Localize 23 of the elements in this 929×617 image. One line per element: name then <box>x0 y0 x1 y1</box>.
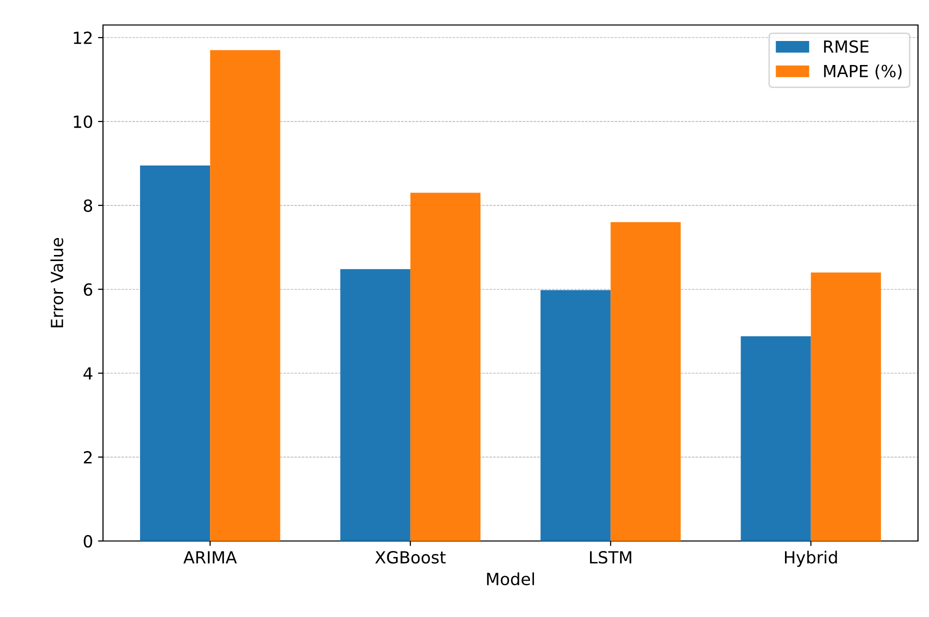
y-tick-label: 10 <box>74 115 92 128</box>
x-tick-label: ARIMA <box>183 551 237 564</box>
bar <box>140 166 210 541</box>
y-tick-label: 6 <box>84 283 92 296</box>
legend-label: MAPE (%) <box>824 64 902 80</box>
bar <box>340 269 410 541</box>
y-tick-label: 12 <box>74 32 92 44</box>
y-tick-label: 4 <box>83 367 92 380</box>
y-tick-label: 0 <box>84 534 92 548</box>
bar <box>810 272 881 541</box>
bar <box>410 192 480 541</box>
bar <box>540 290 611 541</box>
bar <box>740 336 811 541</box>
y-tick-label: 2 <box>84 451 92 464</box>
x-axis-title: Model <box>487 572 534 586</box>
bar <box>210 50 280 541</box>
x-tick-label: Hybrid <box>784 550 837 567</box>
x-tick-label: LSTM <box>590 551 632 564</box>
y-tick-label: 8 <box>84 199 92 212</box>
bar <box>610 222 681 541</box>
legend-label: RMSE <box>824 40 869 53</box>
y-axis-title: Error Value <box>50 238 64 328</box>
x-tick-label: XGBoost <box>375 551 446 564</box>
